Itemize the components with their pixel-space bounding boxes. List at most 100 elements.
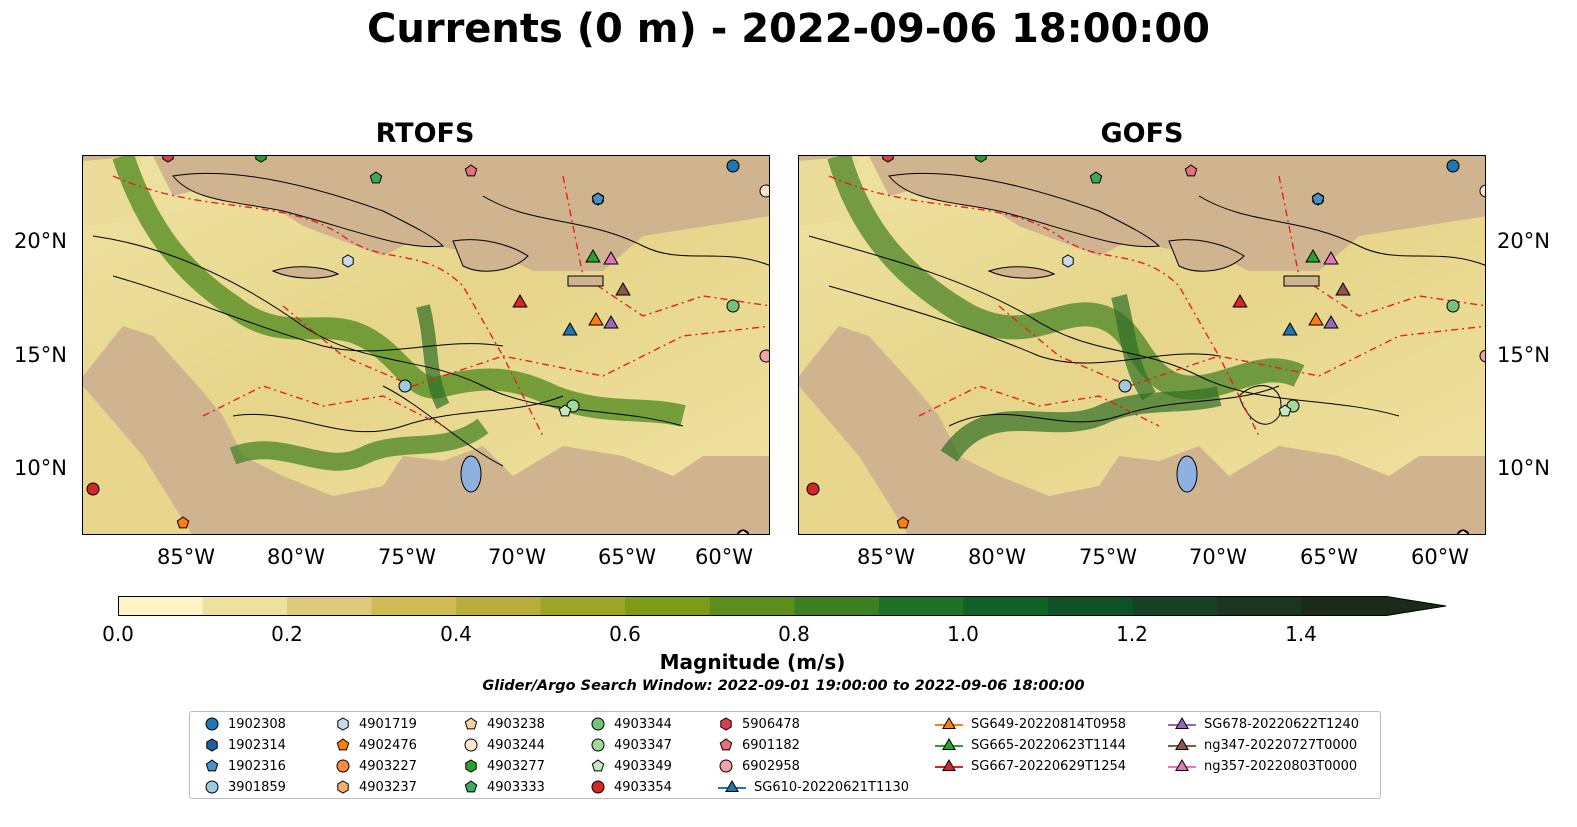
legend-marker-icon [720, 717, 732, 731]
float-marker[interactable] [86, 482, 100, 496]
legend-label: 4903347 [614, 737, 672, 753]
colorbar-tick: 0.0 [102, 622, 134, 646]
glider-marker[interactable] [603, 314, 619, 329]
legend-label: 3901859 [228, 779, 286, 795]
float-marker[interactable] [896, 516, 910, 529]
pacific-sea [799, 386, 908, 534]
float-marker[interactable] [255, 156, 267, 163]
legend-entry: 4903347 [590, 735, 672, 755]
float-marker[interactable] [1184, 164, 1198, 177]
float-marker[interactable] [398, 379, 412, 393]
float-marker[interactable] [162, 156, 174, 163]
colorbar-bin [709, 596, 795, 616]
float-marker[interactable] [1479, 349, 1486, 363]
glider-marker[interactable] [588, 311, 604, 326]
colorbar-bin [963, 596, 1049, 616]
legend-marker-icon [591, 780, 605, 794]
gofs-map-canvas [799, 156, 1486, 535]
float-marker[interactable] [1479, 184, 1486, 198]
legend-entry: SG678-20220622T1240 [1168, 714, 1359, 734]
float-marker[interactable] [1089, 171, 1103, 184]
legend-entry: 4903237 [335, 777, 417, 797]
float-marker[interactable] [176, 516, 190, 529]
float-marker[interactable] [342, 254, 354, 268]
float-marker[interactable] [975, 156, 987, 163]
lat-tick-label: 15°N [1497, 343, 1550, 367]
colorbar-bin [540, 596, 626, 616]
float-marker[interactable] [464, 164, 478, 177]
eez-boundaries [112, 175, 769, 437]
lon-tick-label: 75°W [1079, 545, 1137, 569]
glider-marker[interactable] [1308, 311, 1324, 326]
float-marker[interactable] [759, 349, 770, 363]
legend-entry: 4903344 [590, 714, 672, 734]
gofs-map[interactable] [798, 155, 1486, 535]
float-marker[interactable] [558, 404, 572, 417]
float-marker[interactable] [726, 299, 740, 313]
lon-tick-label: 70°W [488, 545, 546, 569]
colorbar-bin [1047, 596, 1133, 616]
legend-marker-icon [336, 738, 350, 751]
legend-marker-icon [464, 738, 478, 752]
legend-entry: ng347-20220727T0000 [1168, 735, 1357, 755]
float-marker[interactable] [1118, 379, 1132, 393]
legend-marker-icon [1168, 759, 1196, 771]
glider-marker[interactable] [1335, 281, 1351, 296]
colorbar-tick: 0.6 [609, 622, 641, 646]
float-marker[interactable] [369, 171, 383, 184]
rtofs-map[interactable] [82, 155, 770, 535]
float-marker[interactable] [1278, 404, 1292, 417]
glider-marker[interactable] [1323, 314, 1339, 329]
float-marker[interactable] [1446, 299, 1460, 313]
lat-tick-label: 15°N [14, 343, 67, 367]
legend-label: 6901182 [742, 737, 800, 753]
eez-boundaries [828, 175, 1485, 437]
glider-marker[interactable] [615, 281, 631, 296]
legend-marker-icon [1168, 717, 1196, 729]
glider-marker[interactable] [1282, 321, 1298, 336]
lon-tick-label: 60°W [695, 545, 753, 569]
legend-entry: 4903227 [335, 756, 417, 776]
legend-marker-icon [935, 759, 963, 771]
legend-marker-icon [935, 717, 963, 729]
glider-marker[interactable] [512, 293, 528, 308]
glider-marker[interactable] [562, 321, 578, 336]
float-marker[interactable] [1311, 192, 1325, 205]
glider-marker[interactable] [1305, 248, 1321, 263]
lon-tick-label: 60°W [1411, 545, 1469, 569]
legend-entry: 4903349 [590, 756, 672, 776]
islands [172, 172, 604, 287]
legend-entry: 4903244 [463, 735, 545, 755]
float-marker[interactable] [726, 159, 740, 173]
float-marker[interactable] [591, 192, 605, 205]
float-marker[interactable] [882, 156, 894, 163]
float-marker[interactable] [1062, 254, 1074, 268]
glider-marker[interactable] [585, 248, 601, 263]
legend-marker-icon [719, 759, 733, 773]
colorbar-extend-arrow [1386, 596, 1447, 616]
glider-marker[interactable] [1323, 250, 1339, 265]
glider-marker[interactable] [603, 250, 619, 265]
colorbar-tick: 1.4 [1285, 622, 1317, 646]
legend-label: SG667-20220629T1254 [971, 758, 1127, 774]
legend-label: SG649-20220814T0958 [971, 716, 1127, 732]
legend-label: SG610-20220621T1130 [754, 779, 910, 795]
legend-marker-icon [206, 738, 218, 752]
float-marker[interactable] [736, 529, 750, 535]
glider-marker[interactable] [1232, 293, 1248, 308]
lon-tick-label: 65°W [1300, 545, 1358, 569]
rtofs-markers [86, 156, 770, 535]
legend-entry: SG610-20220621T1130 [718, 777, 909, 797]
gofs-markers [806, 156, 1486, 535]
legend-entry: 1902314 [204, 735, 286, 755]
float-marker[interactable] [1446, 159, 1460, 173]
lon-tick-label: 70°W [1189, 545, 1247, 569]
float-marker[interactable] [806, 482, 820, 496]
rtofs-map-canvas [83, 156, 770, 535]
float-marker[interactable] [759, 184, 770, 198]
legend-label: 4903238 [487, 716, 545, 732]
float-marker[interactable] [1456, 529, 1470, 535]
current-jets [112, 156, 686, 471]
legend-marker-icon [591, 738, 605, 752]
colorbar-tick: 0.8 [778, 622, 810, 646]
